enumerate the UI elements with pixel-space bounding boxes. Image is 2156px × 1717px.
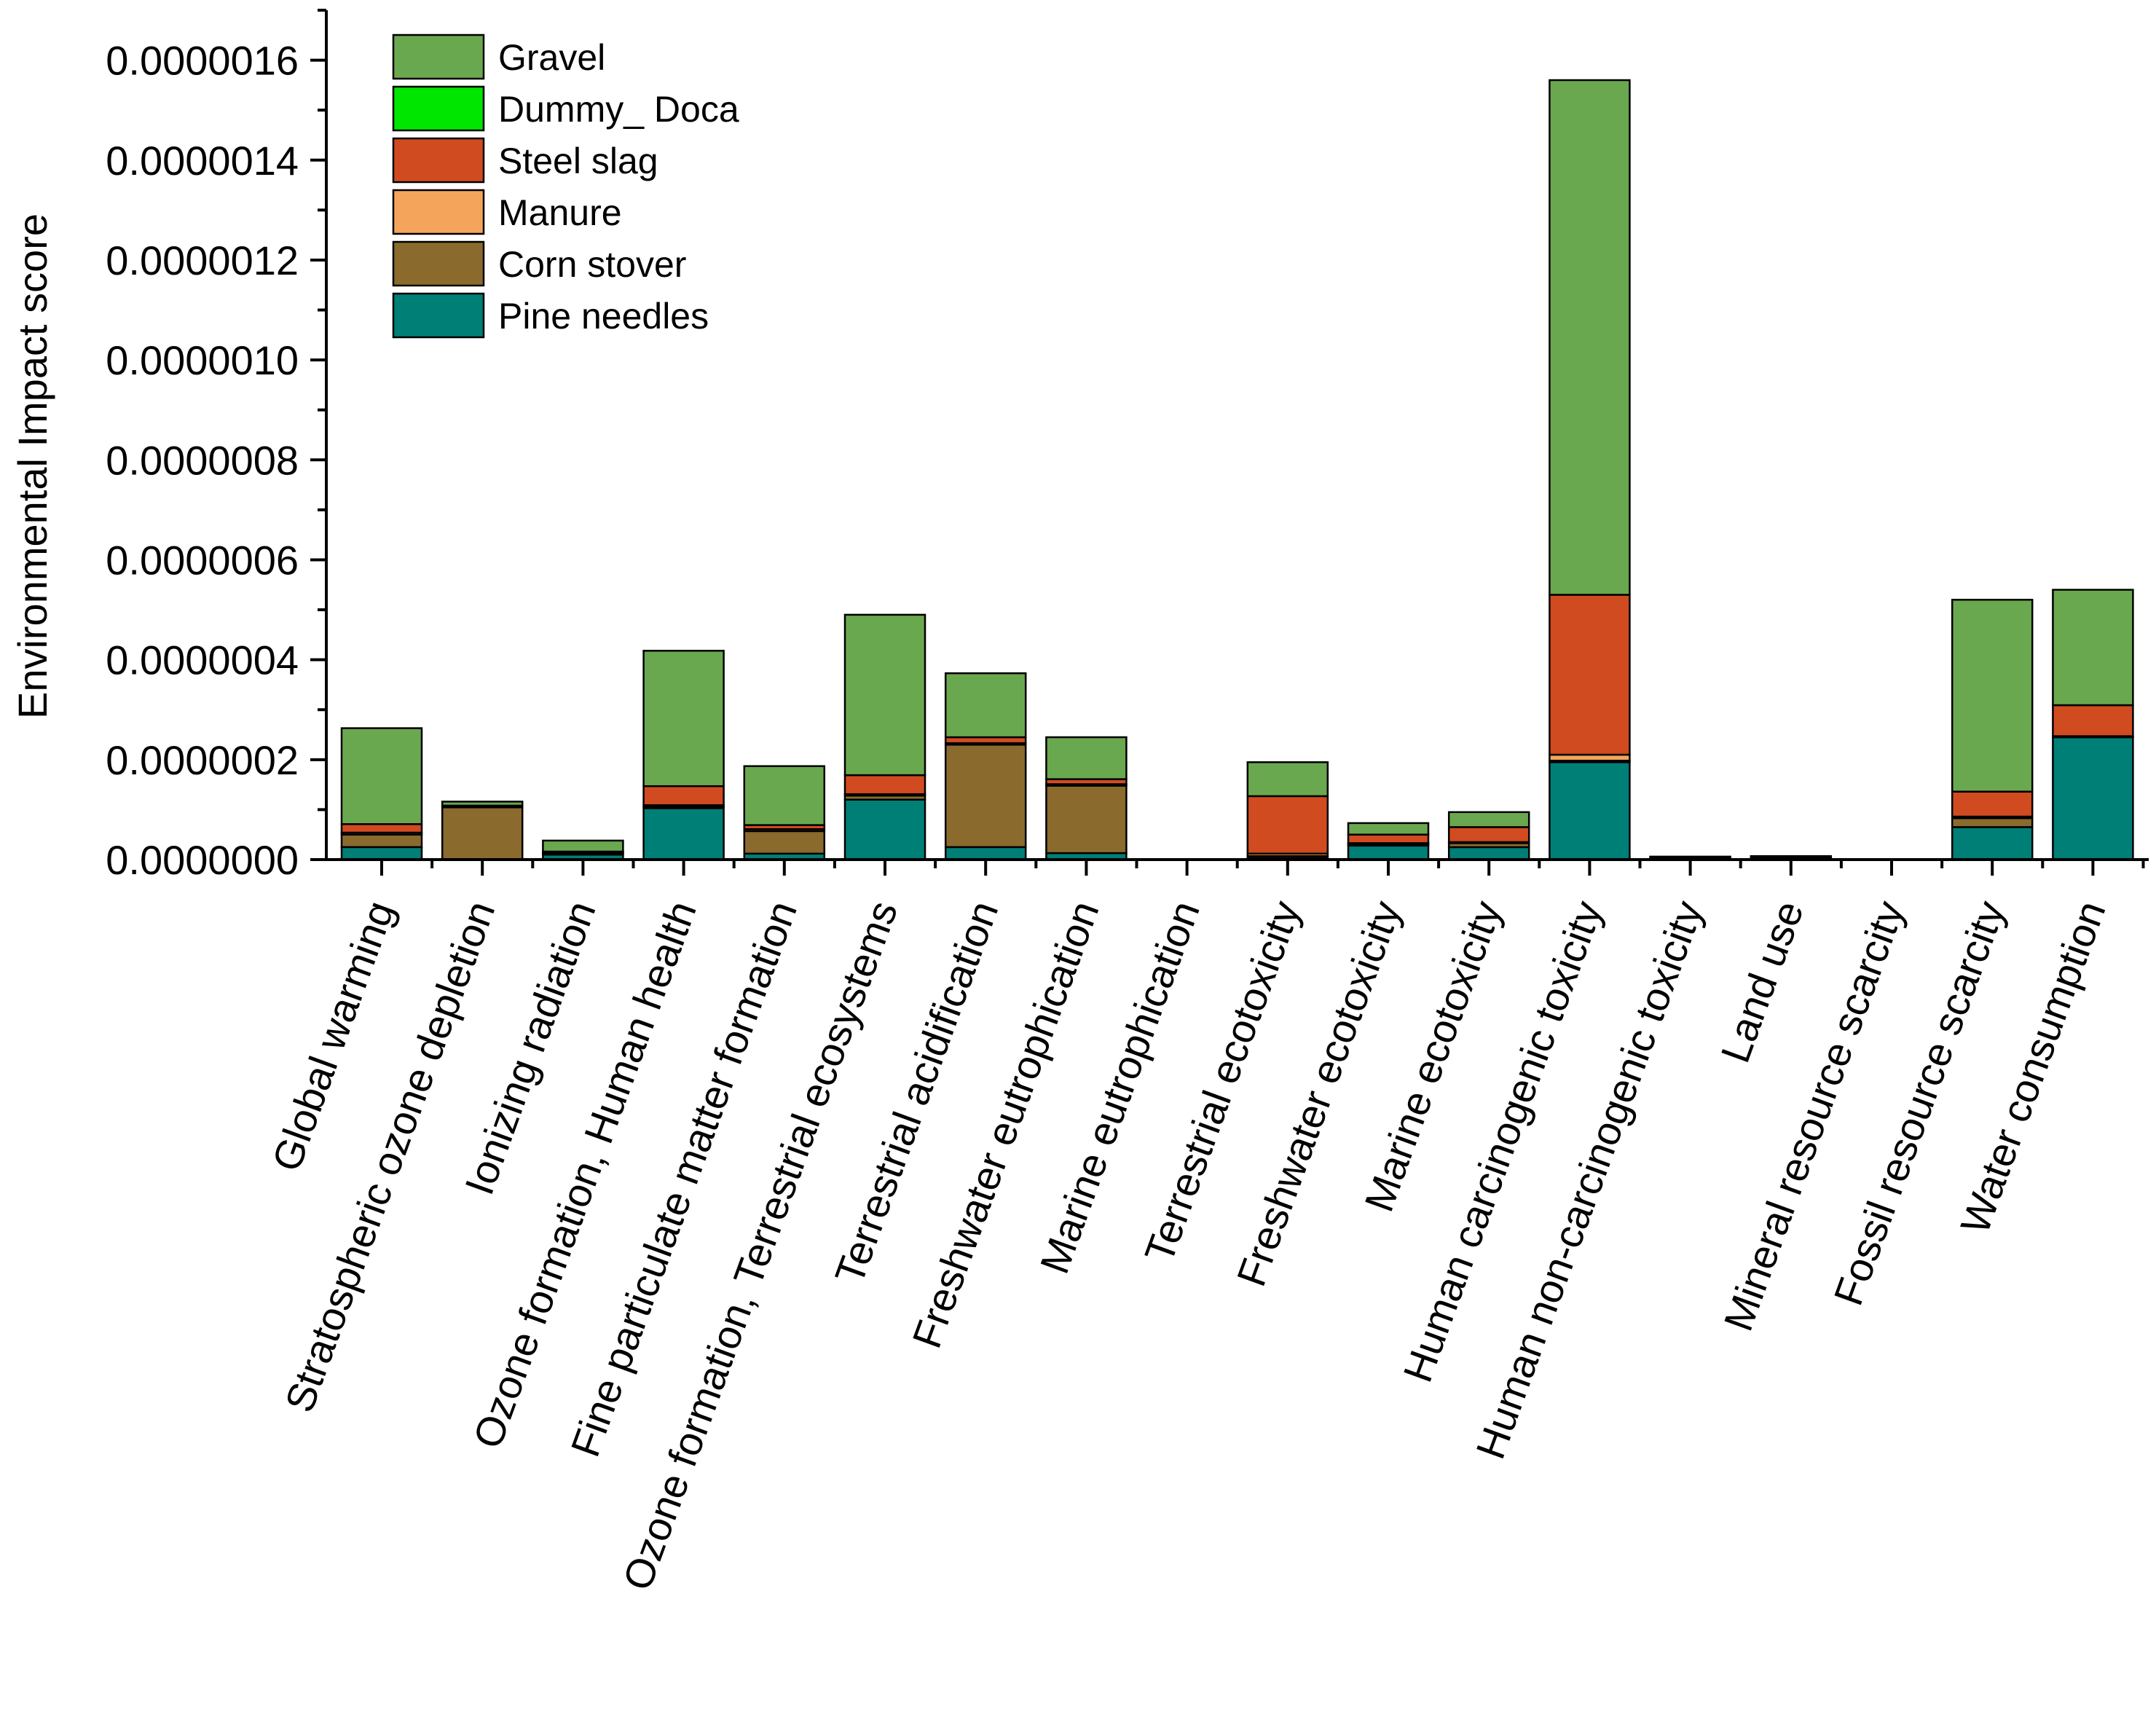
bar-segment bbox=[1951, 817, 2034, 828]
legend-label: Steel slag bbox=[498, 141, 658, 181]
bar-segment bbox=[2052, 704, 2134, 737]
bars-group bbox=[340, 79, 2134, 861]
bar-segment bbox=[2052, 736, 2134, 861]
legend-swatch bbox=[392, 34, 485, 80]
bar-segment bbox=[642, 785, 725, 806]
y-tick-label: 0.0000002 bbox=[106, 737, 299, 783]
legend-label: Gravel bbox=[498, 37, 605, 78]
bar-segment bbox=[1347, 844, 1430, 861]
bar-segment bbox=[944, 672, 1027, 739]
bar-segment bbox=[1549, 761, 1631, 861]
bar-segment bbox=[1246, 795, 1329, 855]
y-tick-label: 0.0000000 bbox=[106, 837, 299, 883]
bar-segment bbox=[1246, 761, 1329, 798]
legend-swatch bbox=[392, 240, 485, 287]
bar-segment bbox=[843, 798, 926, 861]
bar-segment bbox=[340, 833, 423, 849]
bar-segment bbox=[340, 823, 423, 834]
bar-segment bbox=[944, 743, 1027, 849]
legend: Gravel Dummy_ Doca Steel slag Manure Corn st… bbox=[392, 34, 739, 339]
y-tick-label: 0.0000014 bbox=[106, 138, 299, 184]
bar-segment bbox=[1549, 594, 1631, 756]
y-ticks-group: 0.0000000 0.0000002 0.0000004 0.0000006 0.00… bbox=[106, 9, 326, 883]
bar-segment bbox=[441, 806, 524, 861]
y-axis-title: Environmental Impact score bbox=[9, 213, 55, 719]
bar-segment bbox=[1347, 833, 1430, 844]
legend-label: Pine needles bbox=[498, 296, 709, 337]
bar-segment bbox=[743, 830, 826, 855]
legend-swatch bbox=[392, 189, 485, 235]
bar-segment bbox=[1549, 79, 1631, 596]
bar-segment bbox=[1045, 736, 1128, 780]
legend-label: Manure bbox=[498, 192, 622, 233]
y-tick-label: 0.0000010 bbox=[106, 337, 299, 383]
bar-segment bbox=[441, 801, 524, 807]
bar-segment bbox=[542, 839, 624, 853]
bar-segment bbox=[1951, 826, 2034, 861]
legend-label: Corn stover bbox=[498, 244, 686, 285]
x-tick-label: Freshwater eutrophication bbox=[903, 895, 1108, 1354]
bar-segment bbox=[1951, 790, 2034, 818]
legend-swatch bbox=[392, 137, 485, 184]
legend-swatch bbox=[392, 292, 485, 339]
bar-segment bbox=[1951, 599, 2034, 793]
bar-segment bbox=[1045, 785, 1128, 854]
legend-swatch bbox=[392, 85, 485, 132]
bar-segment bbox=[1347, 822, 1430, 836]
y-tick-label: 0.0000012 bbox=[106, 237, 299, 283]
bar-segment bbox=[1447, 826, 1530, 844]
bar-segment bbox=[1447, 846, 1530, 861]
bar-segment bbox=[340, 846, 423, 861]
y-tick-label: 0.0000016 bbox=[106, 38, 299, 84]
y-tick-label: 0.0000006 bbox=[106, 537, 299, 583]
bar-segment bbox=[340, 727, 423, 825]
bar-segment bbox=[2052, 589, 2134, 707]
bar-segment bbox=[944, 846, 1027, 861]
bar-segment bbox=[843, 613, 926, 777]
bar-segment bbox=[642, 807, 725, 861]
bar-segment bbox=[1750, 854, 1833, 859]
bar-segment bbox=[642, 650, 725, 787]
axes-group bbox=[325, 10, 2149, 861]
y-tick-label: 0.0000004 bbox=[106, 637, 299, 683]
x-tick-label: Land use bbox=[1712, 895, 1812, 1069]
bar-segment bbox=[843, 774, 926, 795]
bar-segment bbox=[1447, 811, 1530, 828]
y-tick-label: 0.0000008 bbox=[106, 437, 299, 483]
bar-segment bbox=[743, 765, 826, 826]
legend-label: Dummy_ Doca bbox=[498, 89, 739, 130]
